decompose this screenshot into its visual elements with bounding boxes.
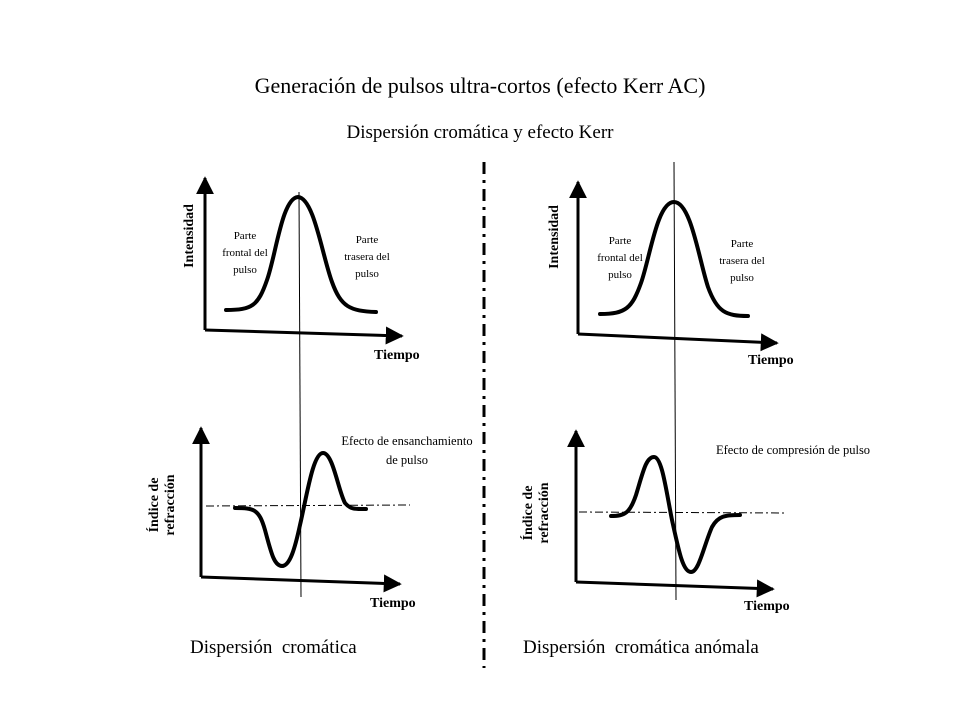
left-annotation: Efecto de ensanchamiento de pulso <box>341 434 473 467</box>
left-top-xlabel: Tiempo <box>374 348 420 363</box>
right-bottom-axes <box>567 429 775 598</box>
left-intensity-pulse <box>224 194 378 314</box>
left-bottom-xlabel: Tiempo <box>370 596 416 611</box>
diagram-title: Generación de pulsos ultra-cortos (efect… <box>254 73 706 98</box>
left-baseline <box>205 504 411 507</box>
left-top-axes <box>196 176 404 345</box>
right-baseline <box>578 511 787 514</box>
right-rear-label: Parte trasera del pulso <box>719 238 765 284</box>
right-front-label: Parte frontal del pulso <box>597 235 643 281</box>
right-top-ylabel: Intensidad <box>547 205 562 269</box>
left-bottom-axes <box>192 426 402 593</box>
right-caption: Dispersión cromática anómala <box>523 637 759 658</box>
left-front-label: Parte frontal del pulso <box>222 230 268 276</box>
right-top-axes <box>569 180 779 352</box>
left-refraction-curve <box>233 450 368 569</box>
right-refraction-curve <box>609 454 742 575</box>
left-rear-label: Parte trasera del pulso <box>344 234 390 280</box>
right-center-line <box>673 161 677 601</box>
diagram-subtitle: Dispersión cromática y efecto Kerr <box>346 122 614 143</box>
right-bottom-ylabel: Índice de refracción <box>521 482 552 544</box>
left-top-ylabel: Intensidad <box>182 204 197 268</box>
right-annotation: Efecto de compresión de pulso <box>715 443 871 457</box>
right-top-xlabel: Tiempo <box>748 353 794 368</box>
left-caption: Dispersión cromática <box>190 637 357 658</box>
left-bottom-ylabel: Índice de refracción <box>147 474 178 536</box>
right-bottom-xlabel: Tiempo <box>744 599 790 614</box>
